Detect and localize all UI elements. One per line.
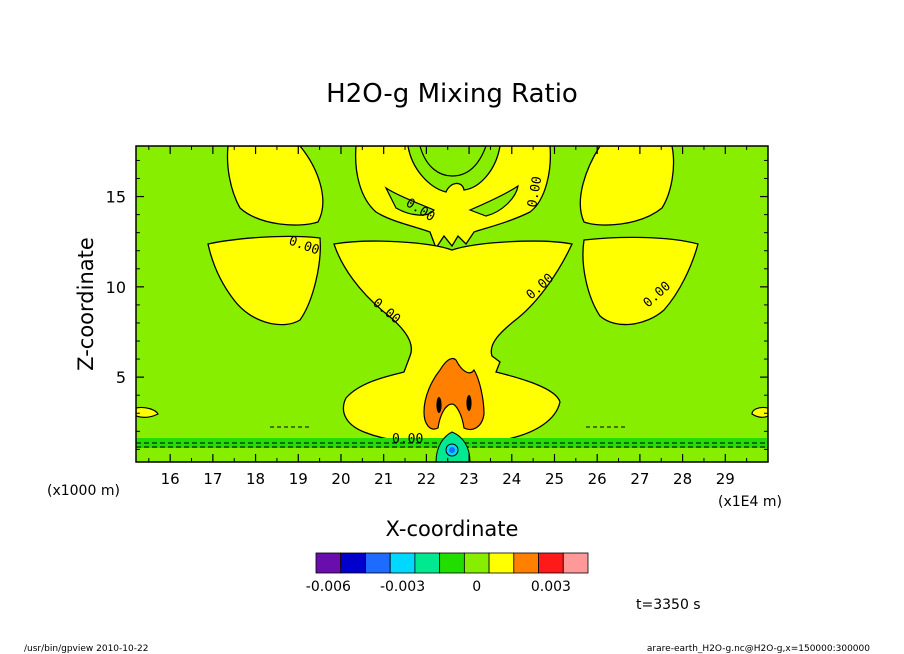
colorbar-swatch	[538, 552, 564, 574]
colorbar-swatch	[389, 552, 416, 574]
colorbar-swatch	[315, 552, 342, 574]
x-tick-label: 29	[716, 470, 735, 488]
plot-frame	[135, 145, 769, 463]
y-unit-label: (x1000 m)	[47, 483, 120, 499]
colorbar-swatch	[340, 552, 366, 574]
yellow-region	[207, 235, 321, 326]
colorbar-swatch	[365, 552, 391, 574]
colorbar	[315, 552, 589, 574]
x-tick-label: 19	[289, 470, 308, 488]
x-unit-label: (x1E4 m)	[718, 494, 782, 510]
chart-title: H2O-g Mixing Ratio	[326, 79, 578, 109]
colorbar-tick-label: 0.003	[531, 579, 571, 595]
colorbar-swatch	[562, 552, 589, 574]
x-tick-label: 16	[161, 470, 180, 488]
x-tick-label: 26	[588, 470, 607, 488]
yellow-region	[751, 406, 768, 418]
colorbar-swatch	[414, 552, 441, 574]
time-label: t=3350 s	[636, 597, 701, 613]
y-tick-label: 15	[106, 188, 126, 207]
yellow-region	[136, 406, 159, 418]
x-axis-label: X-coordinate	[386, 517, 519, 541]
x-tick-label: 22	[417, 470, 436, 488]
yellow-region	[354, 146, 552, 250]
dark-core	[436, 397, 442, 413]
colorbar-tick-label: -0.006	[306, 579, 351, 595]
colorbar-tick-label: -0.003	[380, 579, 425, 595]
colorbar-swatch	[463, 552, 490, 574]
colorbar-tick-label: 0	[472, 579, 481, 595]
colorbar-tick-labels: -0.006 -0.003 0 0.003	[306, 579, 571, 595]
yellow-region	[333, 240, 573, 443]
colorbar-swatch	[488, 552, 515, 574]
x-tick-label: 17	[203, 470, 222, 488]
footer-right: arare-earth_H2O-g.nc@H2O-g,x=150000:3000…	[647, 644, 870, 654]
x-tick-label: 23	[460, 470, 479, 488]
y-tick-label: 10	[106, 278, 126, 297]
green-island	[468, 184, 519, 217]
x-tick-label: 25	[545, 470, 564, 488]
yellow-region	[582, 236, 699, 326]
x-tick-label: 24	[502, 470, 521, 488]
y-tick-label: 5	[116, 368, 126, 387]
x-tick-label: 27	[630, 470, 649, 488]
y-axis: 5 10 15	[106, 159, 768, 450]
x-axis: 16 17 18 19 20 21 22 23 24 25 26 27 28 29	[148, 146, 748, 488]
yellow-region	[579, 146, 675, 226]
yellow-region	[226, 146, 324, 226]
green-island	[384, 186, 435, 216]
y-axis-label: Z-coordinate	[74, 237, 98, 371]
contour-field	[136, 146, 768, 462]
x-tick-label: 20	[331, 470, 350, 488]
footer-left: /usr/bin/gpview 2010-10-22	[24, 644, 148, 654]
x-tick-label: 21	[374, 470, 393, 488]
x-tick-label: 18	[246, 470, 265, 488]
colorbar-swatch	[513, 552, 539, 574]
contour-label: 0.00	[392, 432, 423, 447]
x-tick-label: 28	[673, 470, 692, 488]
contour-label: 0.00	[525, 175, 545, 208]
dark-core	[466, 395, 472, 411]
band-region	[449, 447, 455, 453]
colorbar-swatch	[439, 552, 465, 574]
